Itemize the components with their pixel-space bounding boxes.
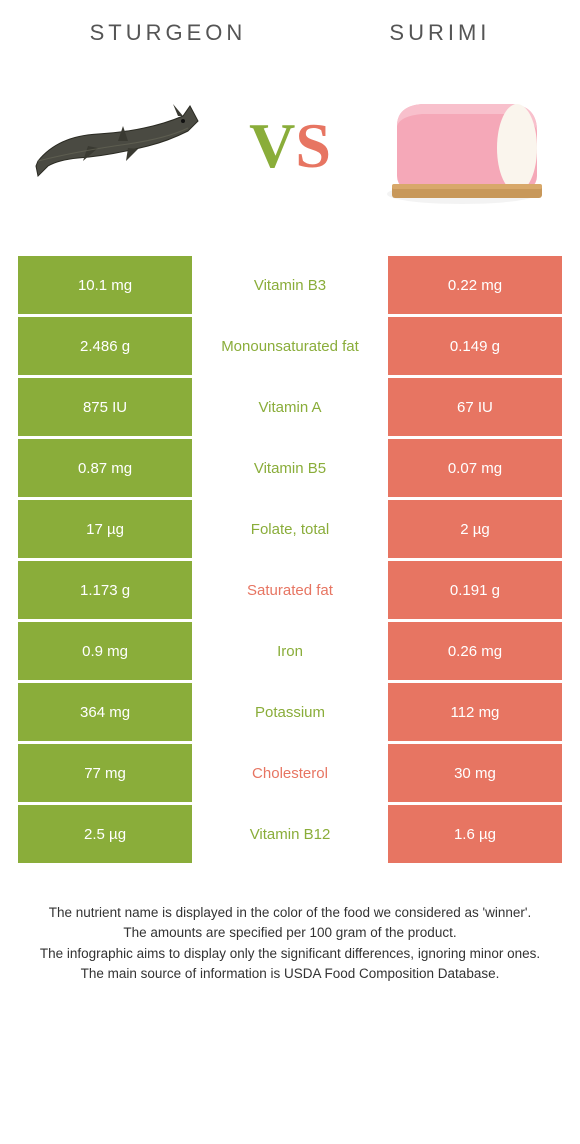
right-value-cell: 0.149 g [388,317,562,375]
table-row: 77 mgCholesterol30 mg [18,744,562,802]
left-value-cell: 1.173 g [18,561,192,619]
right-value-cell: 30 mg [388,744,562,802]
nutrient-label-cell: Vitamin B5 [192,439,388,497]
right-value-cell: 0.26 mg [388,622,562,680]
nutrient-label-cell: Potassium [192,683,388,741]
sturgeon-image [28,66,208,226]
right-value-cell: 2 µg [388,500,562,558]
table-row: 1.173 gSaturated fat0.191 g [18,561,562,619]
sturgeon-icon [28,86,208,206]
comparison-table: 10.1 mgVitamin B30.22 mg2.486 gMonounsat… [18,256,562,863]
nutrient-label-cell: Vitamin B3 [192,256,388,314]
left-value-cell: 10.1 mg [18,256,192,314]
nutrient-label-cell: Vitamin B12 [192,805,388,863]
nutrient-label-cell: Cholesterol [192,744,388,802]
table-row: 10.1 mgVitamin B30.22 mg [18,256,562,314]
left-value-cell: 0.9 mg [18,622,192,680]
table-row: 0.9 mgIron0.26 mg [18,622,562,680]
right-value-cell: 0.191 g [388,561,562,619]
vs-v-letter: V [249,110,295,181]
table-row: 17 µgFolate, total2 µg [18,500,562,558]
left-value-cell: 77 mg [18,744,192,802]
table-row: 364 mgPotassium112 mg [18,683,562,741]
right-value-cell: 67 IU [388,378,562,436]
right-value-cell: 0.07 mg [388,439,562,497]
left-value-cell: 17 µg [18,500,192,558]
nutrient-label-cell: Vitamin A [192,378,388,436]
nutrient-label-cell: Monounsaturated fat [192,317,388,375]
header-row: Sturgeon Surimi [18,20,562,46]
table-row: 2.5 µgVitamin B121.6 µg [18,805,562,863]
table-row: 875 IUVitamin A67 IU [18,378,562,436]
left-value-cell: 0.87 mg [18,439,192,497]
footer-line-3: The infographic aims to display only the… [28,944,552,964]
left-value-cell: 2.5 µg [18,805,192,863]
left-value-cell: 2.486 g [18,317,192,375]
footer-line-2: The amounts are specified per 100 gram o… [28,923,552,943]
right-value-cell: 1.6 µg [388,805,562,863]
vs-text: VS [249,109,331,183]
nutrient-label-cell: Folate, total [192,500,388,558]
footer-line-4: The main source of information is USDA F… [28,964,552,984]
nutrient-label-cell: Saturated fat [192,561,388,619]
right-value-cell: 0.22 mg [388,256,562,314]
table-row: 2.486 gMonounsaturated fat0.149 g [18,317,562,375]
left-food-title: Sturgeon [90,20,247,46]
left-value-cell: 875 IU [18,378,192,436]
table-row: 0.87 mgVitamin B50.07 mg [18,439,562,497]
nutrient-label-cell: Iron [192,622,388,680]
vs-row: VS [18,66,562,226]
vs-s-letter: S [295,110,331,181]
right-food-title: Surimi [389,20,490,46]
left-value-cell: 364 mg [18,683,192,741]
footer-notes: The nutrient name is displayed in the co… [18,903,562,984]
surimi-image [372,66,552,226]
surimi-icon [372,76,552,216]
footer-line-1: The nutrient name is displayed in the co… [28,903,552,923]
right-value-cell: 112 mg [388,683,562,741]
